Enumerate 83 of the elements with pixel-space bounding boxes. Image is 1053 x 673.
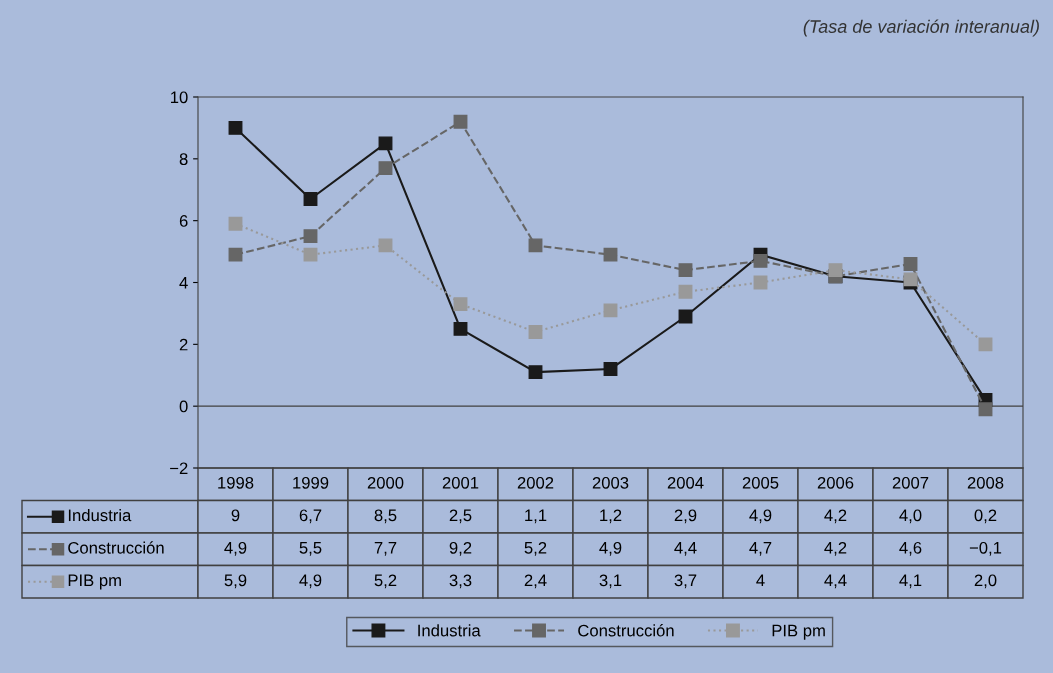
- data-label: 4,2: [824, 509, 847, 524]
- data-label: 3,3: [449, 574, 472, 589]
- data-label: 3,7: [674, 574, 697, 589]
- point: [378, 161, 393, 176]
- data-label: 4,9: [599, 541, 622, 556]
- x-tick-label: 2003: [592, 476, 629, 489]
- point: [678, 263, 693, 278]
- x-tick-label: 1999: [293, 476, 329, 489]
- point: [453, 297, 468, 312]
- data-label: 0,2: [974, 509, 997, 524]
- point: [378, 136, 393, 151]
- y-tick-label: 4: [179, 277, 188, 289]
- data-label: 2,5: [449, 509, 472, 524]
- y-tick-label: 10: [171, 91, 188, 104]
- data-label: 4: [756, 574, 765, 587]
- data-label: 3,1: [599, 574, 622, 589]
- data-label: 5,9: [224, 574, 247, 589]
- x-tick-label: 2002: [517, 476, 554, 489]
- point: [528, 325, 543, 339]
- data-label: 4,4: [824, 574, 847, 589]
- point: [378, 238, 393, 253]
- point: [603, 303, 618, 318]
- point: [228, 120, 243, 135]
- data-label: 4,9: [299, 574, 322, 589]
- x-tick-label: 2000: [367, 476, 404, 489]
- point: [303, 229, 318, 244]
- data-label: 4,4: [674, 542, 697, 556]
- text: (Tasa de variación interanual): [803, 19, 1039, 37]
- legend-label: PIB pm: [68, 574, 121, 590]
- data-label: 7,7: [374, 542, 397, 556]
- data-label: −0,1: [969, 541, 1002, 556]
- y-tick-label: −2: [170, 462, 188, 475]
- y-tick-label: 2: [179, 338, 188, 351]
- data-label: 2,0: [974, 574, 997, 589]
- data-label: 9,2: [449, 541, 472, 556]
- y-tick-label: 0: [179, 400, 188, 413]
- legend-label: Industria: [68, 508, 132, 522]
- point: [228, 216, 243, 231]
- point: [528, 365, 543, 380]
- x-tick-label: 1998: [218, 476, 254, 489]
- point: [753, 253, 768, 268]
- text: Construcción: [578, 624, 674, 637]
- x-tick-label: 2008: [967, 476, 1004, 489]
- data-label: 4,2: [824, 541, 847, 556]
- data-label: 4,9: [749, 509, 772, 524]
- data-label: 4,6: [899, 541, 922, 556]
- x-tick-label: 2001: [442, 476, 479, 489]
- point: [528, 238, 543, 253]
- point: [603, 247, 618, 262]
- x-tick-label: 2007: [892, 476, 929, 489]
- x-tick-label: 2006: [817, 476, 854, 489]
- data-label: 6,7: [299, 509, 322, 524]
- point: [453, 114, 468, 129]
- point: [303, 192, 318, 206]
- data-label: 2,9: [674, 509, 697, 524]
- point: [678, 284, 693, 299]
- data-label: 4,1: [899, 574, 922, 589]
- y-tick-label: 6: [179, 215, 188, 227]
- point: [603, 362, 618, 377]
- data-label: 4,7: [749, 542, 772, 556]
- point: [828, 263, 843, 278]
- point: [453, 321, 468, 336]
- text: Industria: [418, 624, 481, 637]
- data-label: 4,9: [224, 541, 247, 556]
- legend-label: Construcción: [68, 541, 164, 554]
- point: [978, 402, 993, 417]
- data-label: 2,4: [524, 574, 547, 589]
- point: [228, 247, 243, 262]
- data-label: 1,1: [525, 509, 547, 524]
- point: [978, 337, 993, 352]
- point: [303, 247, 318, 262]
- x-tick-label: 2004: [667, 476, 704, 489]
- data-label: 5,2: [524, 541, 547, 556]
- data-label: 5,2: [374, 574, 397, 589]
- y-tick-label: 8: [179, 153, 188, 166]
- text: PIB pm: [772, 624, 825, 640]
- x-tick-label: 2005: [742, 476, 779, 489]
- data-label: 5,5: [299, 542, 322, 556]
- data-label: 9: [231, 509, 240, 522]
- data-label: 1,2: [600, 509, 622, 524]
- data-label: 8,5: [374, 509, 397, 524]
- point: [903, 257, 918, 271]
- data-label: 4,0: [899, 509, 922, 524]
